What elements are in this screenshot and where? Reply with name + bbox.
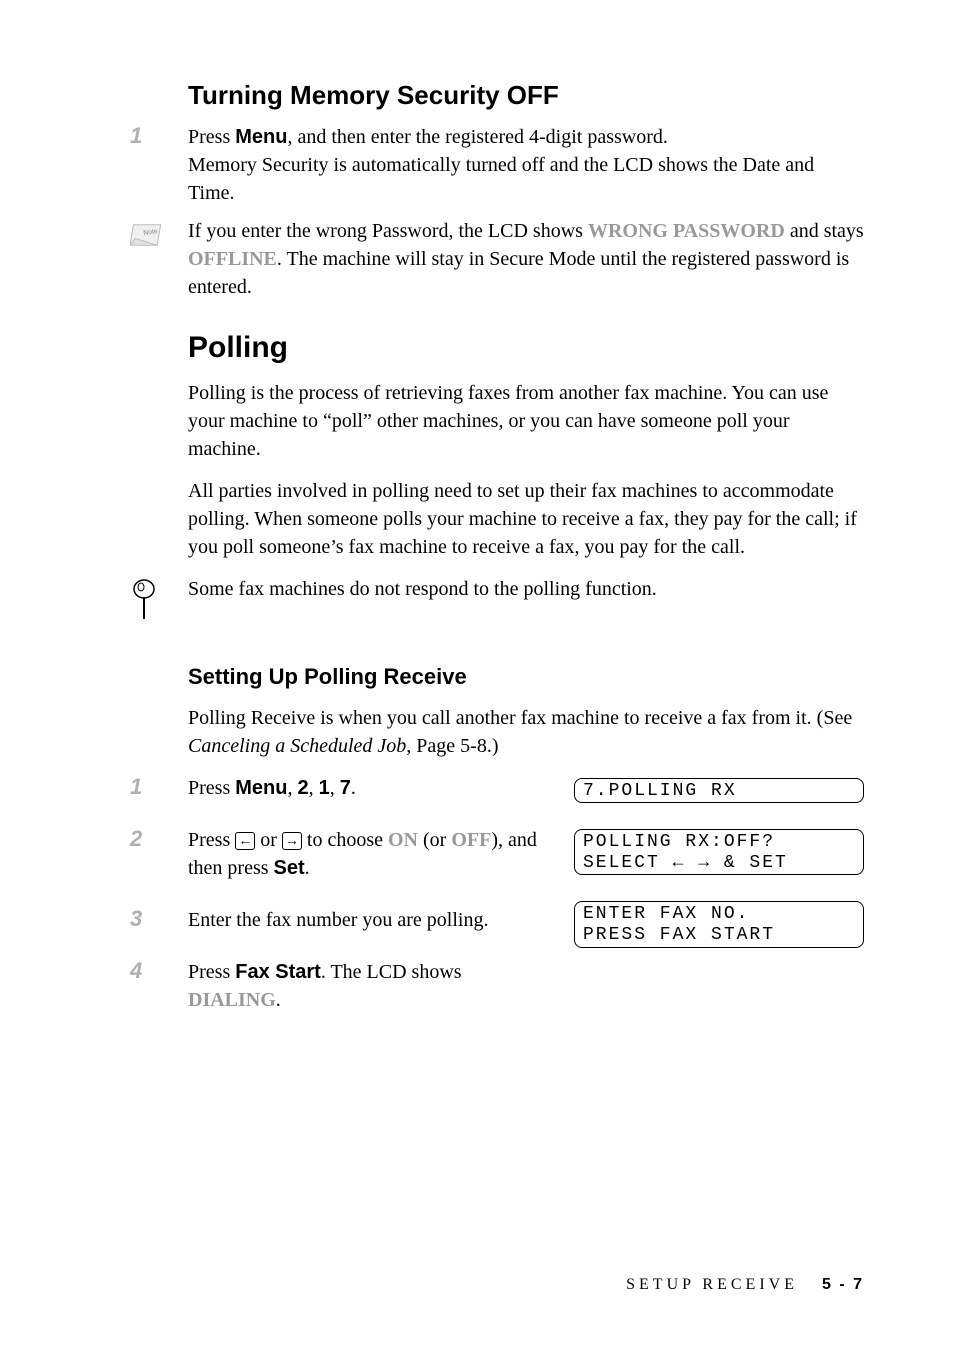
- step-row: 2 Press ← or → to choose ON (or OFF), an…: [130, 826, 554, 882]
- lcd-display: 7.POLLING RX: [574, 778, 864, 803]
- footer-page-number: 5 - 7: [822, 1276, 864, 1293]
- text: , and then enter the registered 4-digit …: [287, 126, 667, 148]
- tip-row: Some fax machines do not respond to the …: [130, 575, 864, 628]
- text: or: [255, 829, 282, 851]
- text: .: [351, 777, 356, 799]
- text: .: [305, 857, 310, 879]
- step-number: 2: [130, 826, 188, 852]
- text: Polling Receive is when you call another…: [188, 707, 852, 729]
- heading-memory-security-off: Turning Memory Security OFF: [188, 80, 864, 111]
- step-number: 4: [130, 958, 188, 984]
- text: Press: [188, 961, 235, 983]
- text: , Page 5-8.): [406, 735, 498, 757]
- tip-icon: [130, 575, 188, 628]
- steps-column: 1 Press Menu, 2, 1, 7. 2 Press ← or → to…: [130, 774, 554, 1024]
- text: .: [276, 989, 281, 1011]
- key-7: 7: [340, 777, 351, 799]
- step-body: Press Menu, and then enter the registere…: [188, 123, 864, 207]
- step-row: 1 Press Menu, 2, 1, 7.: [130, 774, 554, 802]
- fax-start-key: Fax Start: [235, 961, 321, 983]
- text: If you enter the wrong Password, the LCD…: [188, 220, 588, 242]
- lcd-column: 7.POLLING RX POLLING RX:OFF? SELECT ← → …: [574, 774, 864, 1024]
- key-1: 1: [319, 777, 330, 799]
- text: Press: [188, 126, 235, 148]
- step-row: 4 Press Fax Start. The LCD shows DIALING…: [130, 958, 554, 1014]
- step-body: Press ← or → to choose ON (or OFF), and …: [188, 826, 554, 882]
- lcd-display: POLLING RX:OFF? SELECT ← → & SET: [574, 829, 864, 875]
- step-row: 3 Enter the fax number you are polling.: [130, 906, 554, 934]
- left-arrow-key-icon: ←: [235, 832, 255, 850]
- step-number: 1: [130, 123, 188, 149]
- text: and stays: [785, 220, 864, 242]
- note-body: If you enter the wrong Password, the LCD…: [188, 217, 864, 301]
- text: . The LCD shows: [321, 961, 462, 983]
- lcd-text-wrong: WRONG PASSWORD: [588, 220, 785, 242]
- lcd-text-dialing: DIALING: [188, 989, 276, 1011]
- option-off: OFF: [451, 829, 491, 851]
- text: ,: [287, 777, 297, 799]
- note-row: Note If you enter the wrong Password, th…: [130, 217, 864, 301]
- key-2: 2: [297, 777, 308, 799]
- step-number: 3: [130, 906, 188, 932]
- text: . The machine will stay in Secure Mode u…: [188, 248, 849, 298]
- step-body: Enter the fax number you are polling.: [188, 906, 554, 934]
- heading-polling: Polling: [188, 331, 864, 365]
- lcd-display: ENTER FAX NO. PRESS FAX START: [574, 901, 864, 947]
- tip-body: Some fax machines do not respond to the …: [188, 575, 864, 603]
- text: (or: [418, 829, 451, 851]
- step-body: Press Fax Start. The LCD shows DIALING.: [188, 958, 554, 1014]
- step-number: 1: [130, 774, 188, 800]
- lcd-text-offline: OFFLINE: [188, 248, 277, 270]
- menu-key: Menu: [235, 777, 287, 799]
- right-arrow-key-icon: →: [282, 832, 302, 850]
- text: ,: [309, 777, 319, 799]
- heading-setting-up-polling: Setting Up Polling Receive: [188, 664, 864, 690]
- steps-lcd-layout: 1 Press Menu, 2, 1, 7. 2 Press ← or → to…: [130, 774, 864, 1024]
- paragraph: All parties involved in polling need to …: [188, 477, 864, 561]
- step-body: Press Menu, 2, 1, 7.: [188, 774, 554, 802]
- text: Press: [188, 829, 235, 851]
- page-footer: SETUP RECEIVE 5 - 7: [626, 1276, 864, 1294]
- set-key: Set: [274, 857, 305, 879]
- cross-reference: Canceling a Scheduled Job: [188, 735, 406, 757]
- text: Press: [188, 777, 235, 799]
- footer-section: SETUP RECEIVE: [626, 1276, 798, 1293]
- text: Memory Security is automatically turned …: [188, 154, 814, 204]
- note-icon: Note: [130, 217, 188, 254]
- text: to choose: [302, 829, 388, 851]
- menu-key: Menu: [235, 126, 287, 148]
- step-row: 1 Press Menu, and then enter the registe…: [130, 123, 864, 207]
- paragraph: Polling is the process of retrieving fax…: [188, 379, 864, 463]
- text: ,: [330, 777, 340, 799]
- option-on: ON: [388, 829, 418, 851]
- paragraph: Polling Receive is when you call another…: [188, 704, 864, 760]
